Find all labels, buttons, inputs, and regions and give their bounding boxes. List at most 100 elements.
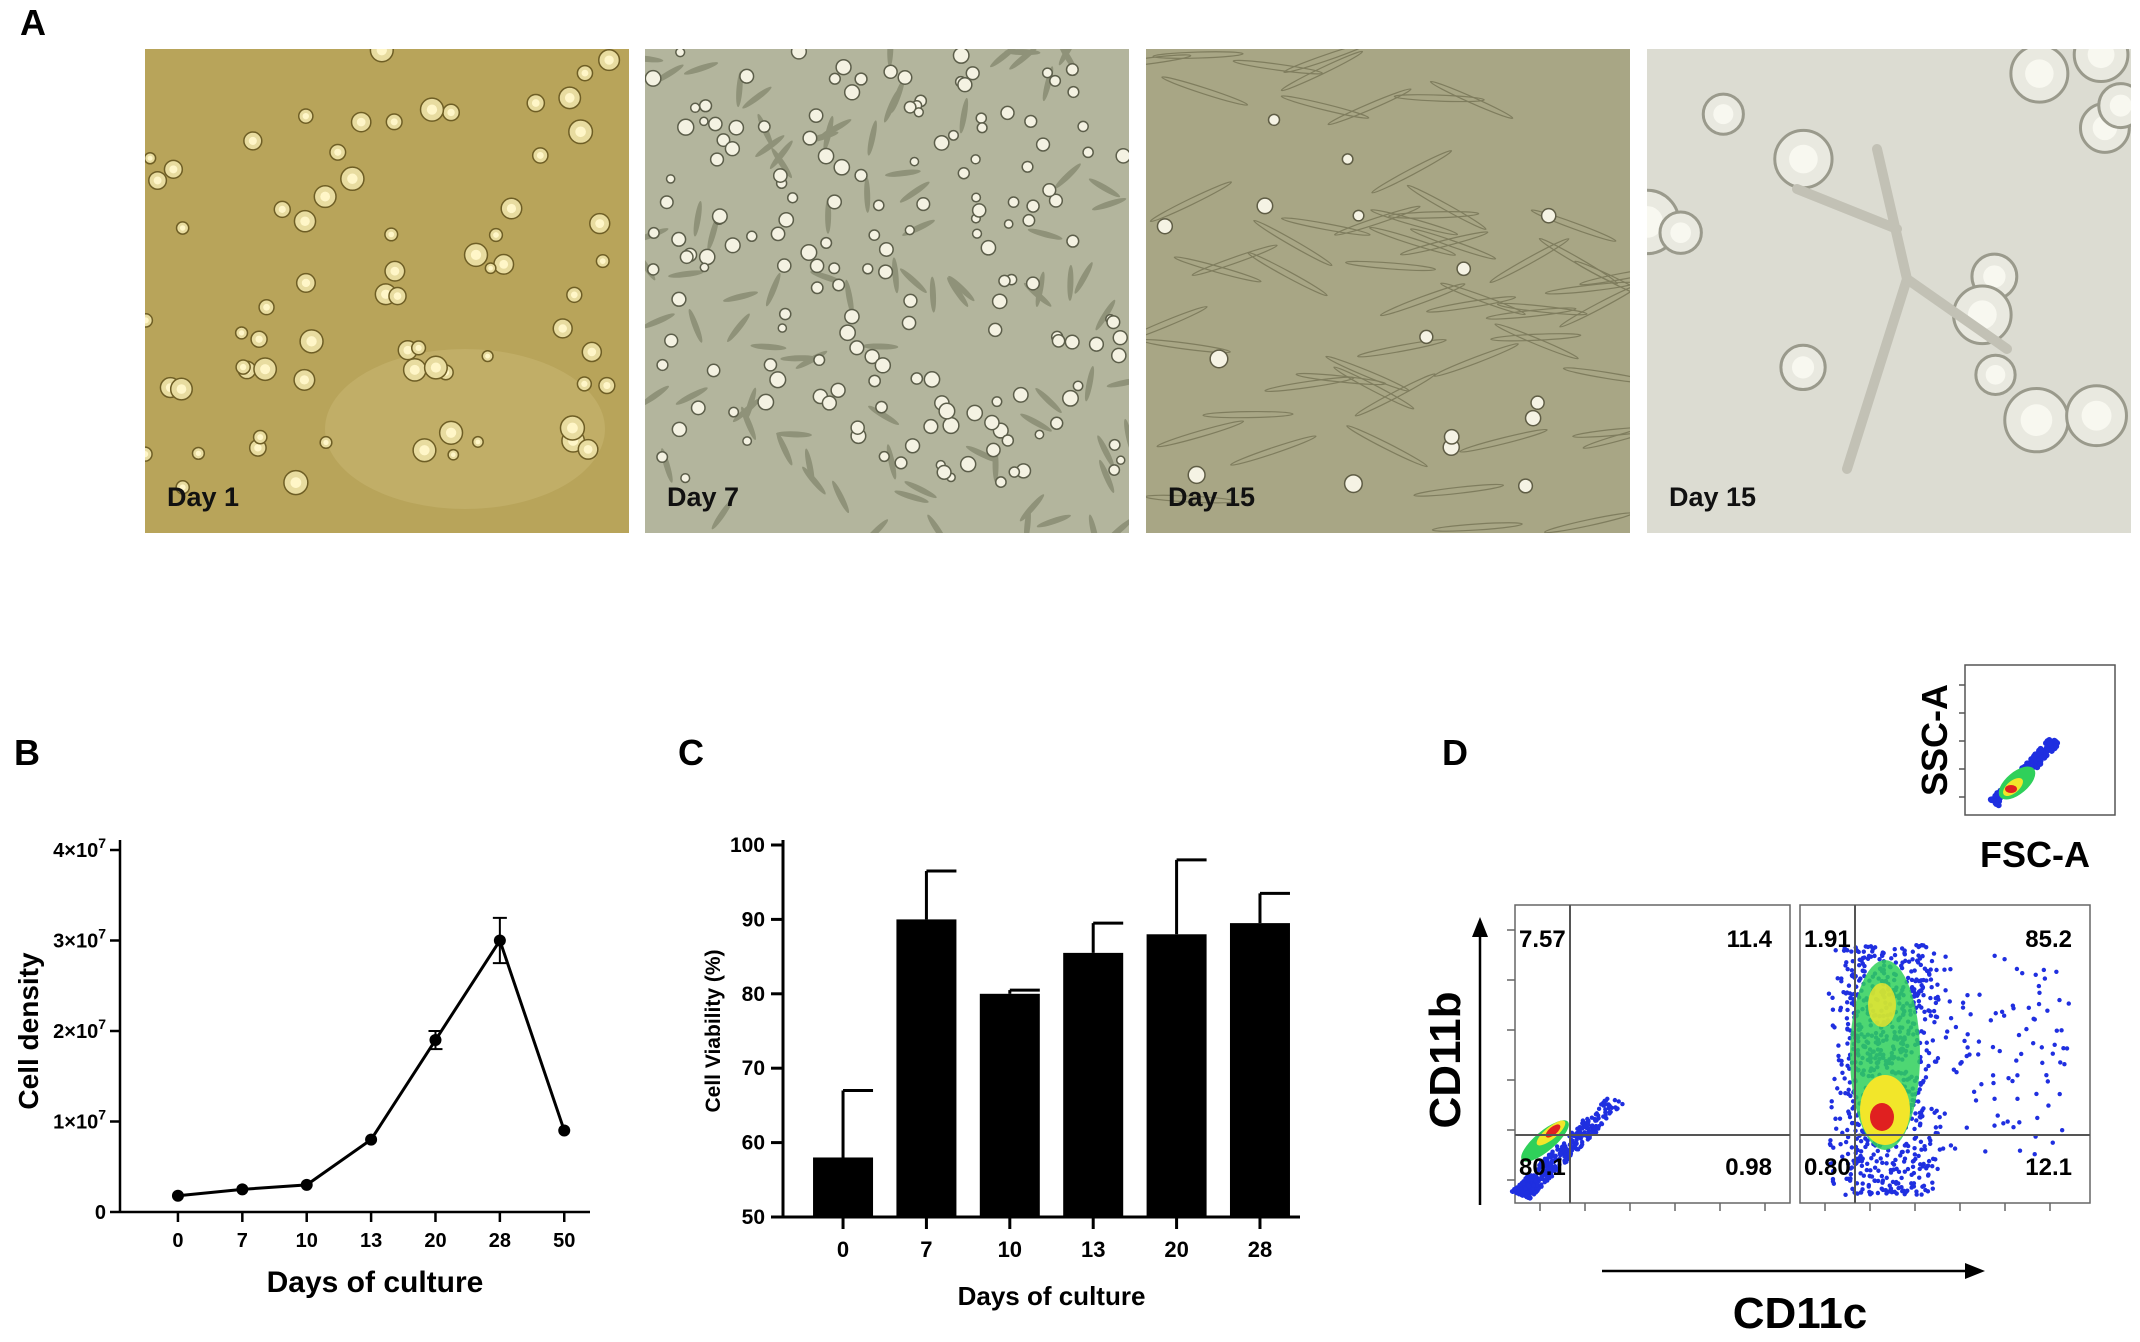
- event: [1889, 1189, 1895, 1194]
- bar: [1063, 952, 1124, 1217]
- cell: [742, 436, 753, 447]
- event: [1564, 1159, 1569, 1165]
- event: [1533, 1178, 1539, 1183]
- elongated-cell: [683, 62, 719, 75]
- cell: [1066, 234, 1080, 248]
- cell: [647, 226, 660, 240]
- event: [1922, 1147, 1928, 1152]
- elongated-cell: [1074, 262, 1093, 294]
- fibroblast: [1538, 237, 1618, 285]
- event: [1916, 1153, 1921, 1159]
- event: [1933, 1014, 1939, 1019]
- bar: [1146, 934, 1207, 1217]
- cell-highlight: [499, 259, 509, 269]
- cell: [1072, 380, 1084, 392]
- event: [1880, 1178, 1886, 1183]
- event: [2030, 1040, 2036, 1046]
- event: [1850, 1186, 1855, 1192]
- event: [1905, 1166, 1911, 1172]
- elongated-cell: [727, 313, 750, 343]
- fibroblast: [1559, 284, 1630, 328]
- event: [1552, 1164, 1557, 1169]
- cell: [646, 263, 660, 276]
- fibroblast: [1562, 367, 1630, 384]
- x-tick-label: 0: [172, 1230, 183, 1252]
- event: [2002, 956, 2007, 962]
- cell-highlight: [248, 136, 257, 145]
- event: [1868, 1168, 1873, 1173]
- y-arrow-head: [1472, 917, 1488, 937]
- event: [2037, 990, 2042, 995]
- fibroblast: [1280, 50, 1364, 92]
- event: [1871, 1152, 1876, 1157]
- event: [1995, 1113, 2000, 1118]
- event: [1884, 1175, 1889, 1181]
- cell: [800, 243, 818, 262]
- fibroblast: [1370, 209, 1459, 236]
- event: [1838, 1090, 1843, 1096]
- event: [1930, 1186, 1936, 1191]
- cell: [699, 262, 710, 273]
- cell: [986, 442, 1001, 458]
- fibroblast: [1431, 522, 1523, 532]
- event: [2001, 1013, 2007, 1018]
- event: [2041, 967, 2047, 973]
- event: [1856, 962, 1862, 968]
- cell-highlight: [2025, 59, 2054, 88]
- x-tick-label: 20: [424, 1230, 446, 1252]
- event: [1979, 1082, 1984, 1087]
- event: [1845, 1151, 1851, 1157]
- event: [1838, 1007, 1843, 1013]
- event: [1548, 1168, 1553, 1173]
- event: [1872, 1178, 1877, 1183]
- y-tick-label: 1×107: [53, 1107, 106, 1134]
- x-tick-label: 7: [237, 1230, 248, 1252]
- fibroblast: [1429, 80, 1514, 119]
- cell: [1419, 329, 1434, 345]
- event: [1831, 1169, 1836, 1174]
- event: [1948, 1143, 1954, 1148]
- cell-highlight: [409, 364, 420, 375]
- elongated-cell: [886, 444, 897, 480]
- cell: [698, 99, 713, 113]
- cell: [828, 262, 841, 275]
- cell-highlight: [300, 216, 310, 226]
- event: [1948, 966, 1953, 972]
- elongated-cell: [1091, 197, 1127, 211]
- cell-highlight: [531, 99, 540, 107]
- cell-highlight: [1791, 356, 1815, 379]
- fibroblast: [1325, 355, 1410, 392]
- event: [1928, 995, 1933, 1001]
- cell: [1352, 209, 1365, 222]
- event: [1924, 1040, 1929, 1045]
- cell: [980, 239, 997, 256]
- gate-x-axis-label: FSC-A: [1980, 834, 2090, 875]
- fibroblast: [1399, 231, 1489, 256]
- elongated-cell: [645, 313, 675, 329]
- cell-highlight: [430, 362, 441, 373]
- fibroblast: [1253, 219, 1333, 267]
- event: [1880, 1160, 1885, 1166]
- fibroblast: [1393, 94, 1485, 103]
- event: [2026, 1005, 2032, 1011]
- cell: [1034, 429, 1045, 440]
- elongated-cell: [1106, 378, 1129, 388]
- event: [1893, 1181, 1899, 1186]
- event: [1904, 1189, 1909, 1195]
- cell: [833, 158, 851, 176]
- micrograph-day-15-a: Day 15: [1146, 49, 1630, 533]
- cell-highlight: [564, 93, 575, 103]
- cell: [1012, 386, 1029, 403]
- micrograph-label: Day 1: [167, 482, 240, 512]
- elongated-cell: [732, 398, 761, 423]
- cell: [854, 72, 868, 86]
- cell: [991, 293, 1008, 310]
- dendrite: [1792, 144, 2012, 474]
- cell: [679, 250, 694, 265]
- cell: [671, 231, 687, 247]
- event: [1840, 1130, 1845, 1136]
- cell: [1067, 85, 1080, 99]
- event: [1918, 1162, 1923, 1167]
- elongated-cell: [1035, 271, 1045, 307]
- elongated-cell: [1097, 435, 1115, 468]
